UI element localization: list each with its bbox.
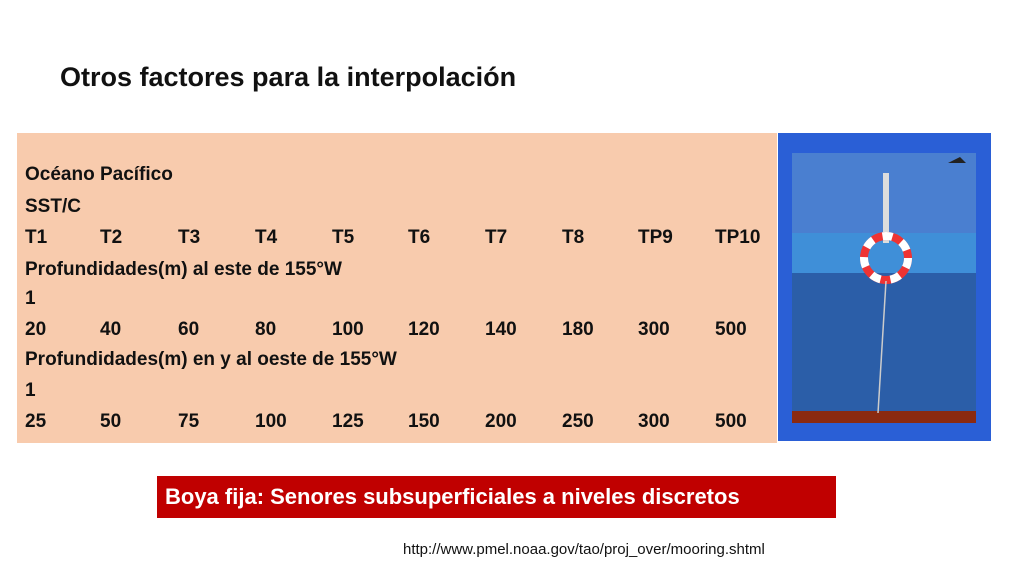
table-cell: T8: [562, 227, 585, 248]
table-cell: Océano Pacífico: [25, 164, 173, 185]
table-cell: T7: [485, 227, 508, 248]
table-cell: 100: [255, 411, 287, 432]
table-cell: SST/C: [25, 196, 81, 217]
table-cell: 120: [408, 319, 440, 340]
source-url: http://www.pmel.noaa.gov/tao/proj_over/m…: [403, 541, 765, 558]
table-cell: T6: [408, 227, 431, 248]
table-cell: 140: [485, 319, 517, 340]
buoy-diagram: [778, 133, 991, 441]
table-cell: T4: [255, 227, 278, 248]
table-cell: T1: [25, 227, 48, 248]
table-cell: 500: [715, 319, 747, 340]
table-cell: 25: [25, 411, 47, 432]
table-cell: 100: [332, 319, 364, 340]
table-cell: T2: [100, 227, 123, 248]
table-cell: Profundidades(m) en y al oeste de 155°W: [25, 349, 397, 370]
table-cell: 20: [25, 319, 47, 340]
table-cell: 150: [408, 411, 440, 432]
table-cell: 125: [332, 411, 364, 432]
table-cell: 80: [255, 319, 277, 340]
table-cell: 1: [25, 380, 36, 401]
table-cell: 180: [562, 319, 594, 340]
slide-title: Otros factores para la interpolación: [60, 62, 517, 92]
caption: Boya fija: Senores subsuperficiales a ni…: [157, 476, 836, 518]
table-cell: 200: [485, 411, 517, 432]
table-cell: T3: [178, 227, 201, 248]
table-cell: 300: [638, 411, 670, 432]
table-cell: TP10: [715, 227, 761, 248]
table-cell: 250: [562, 411, 594, 432]
table-cell: 75: [178, 411, 200, 432]
table-cell: Profundidades(m) al este de 155°W: [25, 259, 342, 280]
table-cell: T5: [332, 227, 355, 248]
data-panel: Océano Pacífico SST/C T1 T2 T3 T4 T5 T6 T7 T8 TP9 T…: [17, 133, 777, 443]
table-cell: 500: [715, 411, 747, 432]
table-cell: TP9: [638, 227, 673, 248]
table-cell: 1: [25, 288, 36, 309]
table-cell: 40: [100, 319, 122, 340]
table-cell: 300: [638, 319, 670, 340]
table-cell: 60: [178, 319, 200, 340]
table-cell: 50: [100, 411, 122, 432]
